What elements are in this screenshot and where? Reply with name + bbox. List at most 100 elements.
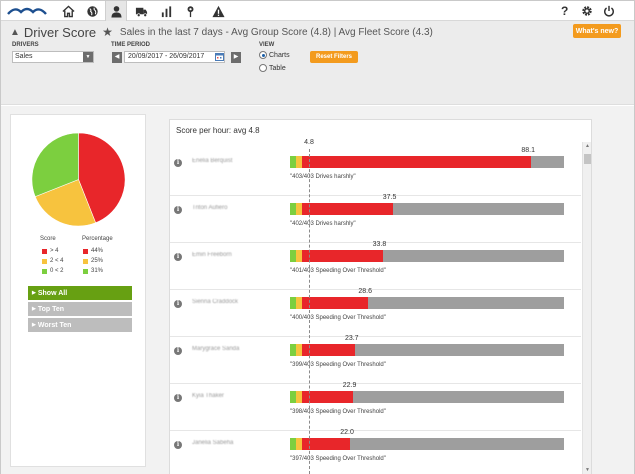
user-icon[interactable] <box>105 1 127 21</box>
favorite-star-icon[interactable]: ★ <box>102 25 113 39</box>
next-period-button[interactable]: ▶ <box>231 52 241 63</box>
score-bar-track: 22.0 <box>290 429 564 450</box>
score-reason: "399/403 Speeding Over Threshold" <box>290 362 386 368</box>
driver-row: i Kyia Thaker 22.9 "398/403 Speeding Over T… <box>170 382 581 431</box>
drivers-label: DRIVERS <box>12 42 39 48</box>
score-reason: "400/403 Speeding Over Threshold" <box>290 315 386 321</box>
score-bar-track: 33.8 <box>290 241 564 262</box>
legend-swatch-red <box>83 248 88 254</box>
score-value-label: 22.0 <box>340 429 354 436</box>
calendar-icon[interactable] <box>215 52 224 61</box>
score-value-label: 88.1 <box>521 147 536 154</box>
legend-header-score: Score <box>40 236 56 242</box>
avg-line-label: 4.8 <box>304 139 314 146</box>
score-bar-red-segment <box>302 156 532 168</box>
legend-range: > 4 <box>50 248 59 254</box>
collapse-chevron-icon[interactable]: ▲ <box>10 26 20 38</box>
legend-row-low: 0 < 2 <box>42 268 64 274</box>
legend-row-high: > 4 <box>42 248 59 254</box>
show-all-button[interactable]: ▶ Show All <box>28 286 132 300</box>
chart-title: Score per hour: avg 4.8 <box>176 126 260 135</box>
info-icon[interactable]: i <box>174 394 182 402</box>
driver-name[interactable]: Enelia Berquist <box>192 158 233 164</box>
legend-pct-high: 44% <box>83 248 103 254</box>
scroll-down-icon[interactable]: ▼ <box>585 467 590 473</box>
driver-name[interactable]: Marygrace Sanda <box>192 346 240 352</box>
legend-swatch-green <box>83 268 88 274</box>
driver-name[interactable]: Kyia Thaker <box>192 393 224 399</box>
home-icon[interactable] <box>57 2 79 20</box>
driver-row: i Enelia Berquist 88.1 "403/403 Drives hars… <box>170 147 581 196</box>
whats-new-button[interactable]: What's new? <box>573 24 621 38</box>
pie-slice-0 <box>78 132 126 224</box>
drivers-select[interactable]: Sales ▼ <box>12 51 94 63</box>
score-bar-yellow-segment <box>296 344 302 356</box>
score-bar-red-segment <box>302 203 393 215</box>
worst-ten-button[interactable]: ▶ Worst Ten <box>28 318 132 332</box>
score-value-label: 28.6 <box>358 288 372 295</box>
chevron-down-icon[interactable]: ▼ <box>83 52 93 62</box>
info-icon[interactable]: i <box>174 441 182 449</box>
score-bar-green-segment <box>290 250 296 262</box>
pie-slice-2 <box>31 132 79 198</box>
view-charts-radio[interactable]: Charts <box>259 51 290 59</box>
driver-row: i Emin Freeborn 33.8 "401/403 Speeding Over… <box>170 241 581 290</box>
truck-icon[interactable] <box>130 2 152 20</box>
prev-period-button[interactable]: ◀ <box>112 52 122 63</box>
score-bar-red-segment <box>302 438 351 450</box>
avg-line <box>309 149 311 474</box>
power-icon[interactable] <box>603 5 615 17</box>
view-table-label: Table <box>269 64 286 72</box>
scroll-up-icon[interactable]: ▲ <box>585 143 590 149</box>
globe-icon[interactable] <box>81 2 103 20</box>
driver-row: i Triton Aufiero 37.5 "402/403 Drives harsh… <box>170 194 581 243</box>
driver-name[interactable]: Sienna Craddock <box>192 299 239 305</box>
info-icon[interactable]: i <box>174 347 182 355</box>
drivers-select-value: Sales <box>15 53 33 60</box>
driver-row: i Marygrace Sanda 23.7 "399/403 Speeding Ov… <box>170 335 581 384</box>
map-pin-icon[interactable] <box>179 2 201 20</box>
chevron-right-icon: ▶ <box>32 306 36 312</box>
driver-name[interactable]: Janelia Sabeha <box>192 440 234 446</box>
top-nav: ? <box>1 1 634 21</box>
driver-name[interactable]: Emin Freeborn <box>192 252 232 258</box>
score-bar-red-segment <box>302 250 383 262</box>
summary-panel: Score Percentage > 4 44% 2 < 4 25% 0 < 2 <box>10 114 146 467</box>
help-icon[interactable]: ? <box>561 4 569 18</box>
radio-unselected-icon <box>259 64 267 72</box>
date-range-field[interactable]: 20/09/2017 - 26/09/2017 <box>124 51 225 63</box>
score-value-label: 22.9 <box>342 382 357 389</box>
view-table-radio[interactable]: Table <box>259 64 286 72</box>
score-bar-track: 37.5 <box>290 194 564 215</box>
show-all-label: Show All <box>37 289 68 297</box>
page-subtitle: Sales in the last 7 days - Avg Group Sco… <box>119 26 433 38</box>
row-divider <box>170 289 581 290</box>
top-ten-button[interactable]: ▶ Top Ten <box>28 302 132 316</box>
score-bar-yellow-segment <box>296 438 302 450</box>
info-icon[interactable]: i <box>174 253 182 261</box>
legend-pct-mid: 25% <box>83 258 103 264</box>
legend-percent: 25% <box>91 258 104 264</box>
legend-swatch-green <box>42 268 47 274</box>
chart-scrollbar[interactable]: ▲ ▼ <box>582 142 591 474</box>
score-bar-red-segment <box>302 344 355 356</box>
warning-icon[interactable] <box>207 2 229 20</box>
bar-chart-icon[interactable] <box>155 2 177 20</box>
score-bar-yellow-segment <box>296 156 302 168</box>
score-bar-red-segment <box>302 391 353 403</box>
chevron-right-icon: ▶ <box>32 322 36 328</box>
info-icon[interactable]: i <box>174 300 182 308</box>
score-reason: "402/403 Drives harshly" <box>290 221 356 227</box>
driver-name[interactable]: Triton Aufiero <box>192 205 228 211</box>
score-chart-panel: Score per hour: avg 4.8 4.8 i Enelia Berq… <box>169 119 592 474</box>
score-bar-track: 28.6 <box>290 288 564 309</box>
scroll-thumb[interactable] <box>584 154 591 164</box>
info-icon[interactable]: i <box>174 159 182 167</box>
view-charts-label: Charts <box>269 51 290 59</box>
score-value-label: 33.8 <box>372 241 387 248</box>
info-icon[interactable]: i <box>174 206 182 214</box>
reset-filters-button[interactable]: Reset Filters <box>310 51 358 63</box>
gear-icon[interactable] <box>581 5 593 17</box>
score-reason: "397/403 Speeding Over Threshold" <box>290 456 386 462</box>
